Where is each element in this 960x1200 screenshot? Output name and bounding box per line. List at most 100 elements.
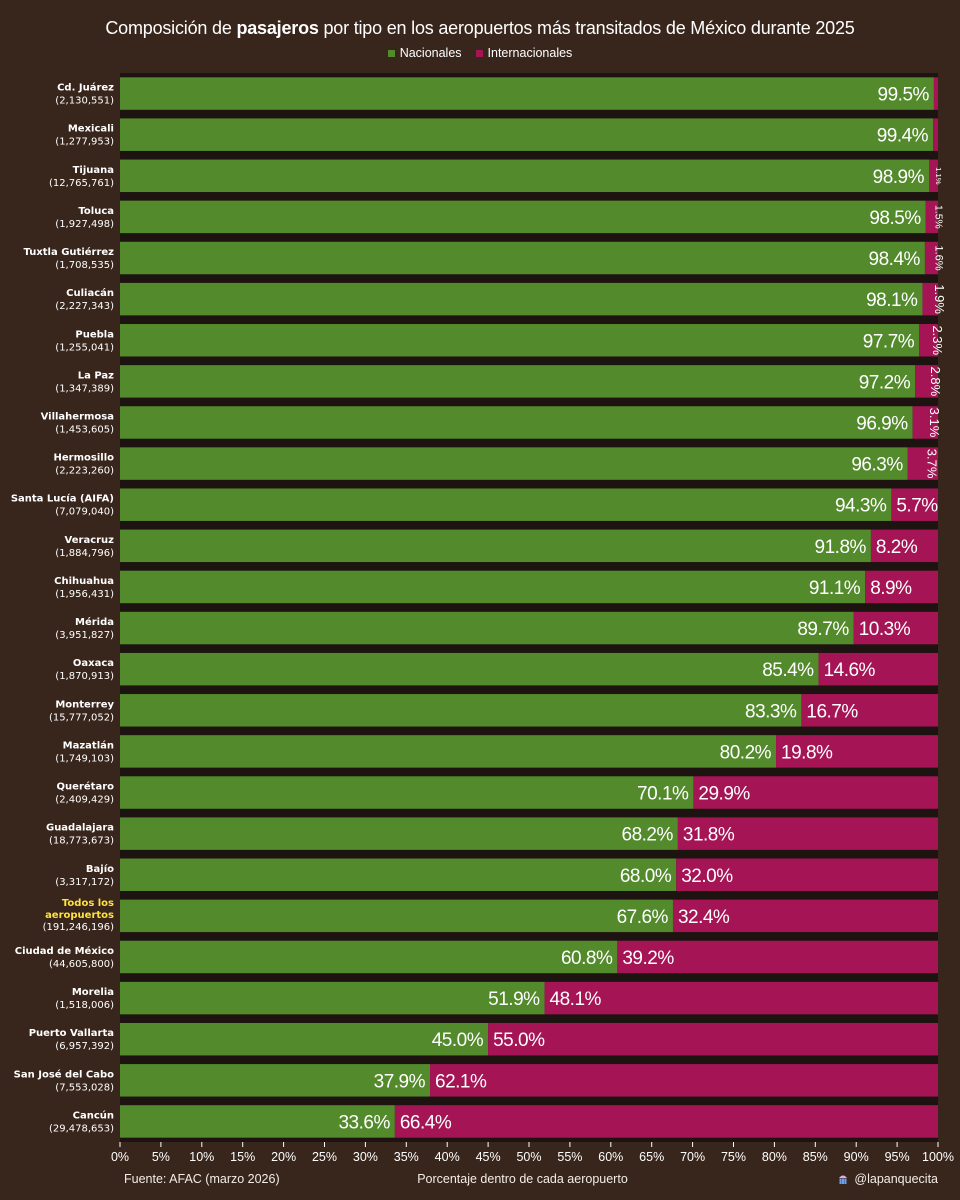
category-total: (1,870,913) [55, 671, 114, 682]
category-total: (2,409,429) [55, 795, 114, 806]
data-label-nacionales: 37.9% [374, 1071, 426, 1092]
cupcake-icon [839, 1175, 848, 1184]
data-label-internacionales: 3.7% [924, 449, 939, 479]
bar-nacionales [120, 1064, 431, 1097]
category-total: (1,347,389) [55, 383, 114, 394]
category-label: Mérida [75, 616, 114, 628]
x-tick-label: 20% [271, 1150, 296, 1164]
bar-internacionales [919, 324, 938, 357]
bar-internacionales [915, 365, 938, 398]
data-label-nacionales: 98.9% [873, 167, 925, 188]
x-axis-label: Porcentaje dentro de cada aeropuerto [417, 1172, 628, 1186]
category-label: Tuxtla Gutiérrez [23, 246, 114, 258]
legend-item-internacionales[interactable]: Internacionales [475, 46, 573, 60]
category-label: Mazatlán [63, 739, 114, 751]
author-credit[interactable]: @lapanquecita [837, 1172, 938, 1186]
category-label: Oaxaca [73, 658, 114, 669]
x-tick-label: 60% [598, 1150, 623, 1164]
bar-internacionales [933, 77, 938, 110]
title-part: Composición de [105, 18, 237, 38]
x-tick-label: 30% [353, 1150, 378, 1164]
category-total: (2,227,343) [55, 301, 114, 312]
data-label-nacionales: 60.8% [561, 948, 613, 969]
category-total: (1,956,431) [55, 589, 114, 600]
data-label-internacionales: 8.9% [870, 578, 912, 599]
bar-internacionales [672, 899, 938, 933]
chart-title: Composición de pasajeros por tipo en los… [0, 18, 960, 39]
title-part: por tipo en los aeropuertos más transita… [318, 18, 855, 38]
category-total: (1,255,041) [55, 342, 114, 353]
x-tick-label: 85% [803, 1150, 828, 1164]
data-label-internacionales: 1.6% [932, 245, 944, 270]
bar-internacionales [544, 981, 938, 1015]
author-handle: @lapanquecita [854, 1172, 938, 1186]
bar-internacionales [430, 1064, 938, 1097]
data-label-nacionales: 97.2% [859, 372, 911, 393]
legend-label-nacionales: Nacionales [399, 46, 462, 60]
category-label: Cancún [73, 1109, 114, 1121]
data-label-nacionales: 98.1% [866, 290, 918, 311]
bar-nacionales [120, 652, 819, 686]
data-label-internacionales: 48.1% [550, 989, 602, 1010]
bar-nacionales [120, 282, 923, 316]
bar-nacionales [120, 817, 678, 850]
data-label-internacionales: 16.7% [806, 701, 858, 722]
category-total: (18,773,673) [49, 836, 114, 847]
data-label-nacionales: 98.5% [869, 208, 921, 229]
bar-internacionales [870, 529, 938, 563]
category-total: (1,453,605) [55, 424, 114, 435]
bar-nacionales [120, 200, 926, 234]
x-tick-label: 55% [557, 1150, 582, 1164]
data-label-nacionales: 89.7% [797, 619, 849, 640]
data-label-nacionales: 70.1% [637, 784, 689, 805]
category-label: Santa Lucía (AIFA) [11, 493, 114, 505]
category-label: Guadalajara [46, 823, 114, 834]
bar-nacionales [120, 324, 920, 357]
data-label-internacionales: 14.6% [824, 660, 876, 681]
x-tick-label: 10% [189, 1150, 214, 1164]
category-total: (6,957,392) [55, 1041, 114, 1052]
x-tick-label: 50% [516, 1150, 541, 1164]
x-tick-label: 15% [230, 1150, 255, 1164]
legend-item-nacionales[interactable]: Nacionales [387, 46, 462, 60]
bar-nacionales [120, 899, 673, 933]
legend-label-internacionales: Internacionales [487, 46, 573, 60]
category-label: Morelia [72, 987, 114, 998]
data-label-nacionales: 94.3% [835, 496, 887, 517]
category-label: Ciudad de México [15, 945, 114, 957]
bar-internacionales [922, 282, 938, 316]
bar-nacionales [120, 77, 934, 110]
category-total: (1,518,006) [55, 1000, 114, 1011]
category-label: Querétaro [57, 781, 115, 793]
bar-internacionales [693, 776, 938, 809]
bar-nacionales [120, 858, 677, 891]
bar-nacionales [120, 1105, 395, 1138]
data-label-internacionales: 66.4% [400, 1112, 452, 1133]
source-note: Fuente: AFAC (marzo 2026) [124, 1172, 280, 1186]
category-label: Puebla [75, 329, 114, 340]
bar-internacionales [933, 118, 938, 151]
data-label-nacionales: 83.3% [745, 701, 797, 722]
x-tick-label: 40% [435, 1150, 460, 1164]
data-label-nacionales: 97.7% [863, 331, 915, 352]
x-tick-label: 35% [394, 1150, 419, 1164]
category-label: Hermosillo [54, 453, 115, 464]
bar-internacionales [801, 694, 938, 727]
bar-nacionales [120, 940, 618, 974]
bar-internacionales [929, 159, 938, 193]
bar-internacionales [776, 735, 938, 768]
bar-internacionales [912, 406, 938, 439]
category-total: (2,130,551) [55, 96, 114, 107]
x-tick-label: 100% [922, 1150, 954, 1164]
data-label-nacionales: 96.9% [856, 413, 908, 434]
x-tick-label: 5% [152, 1150, 170, 1164]
bar-nacionales [120, 447, 908, 480]
data-label-internacionales: 55.0% [493, 1030, 545, 1051]
category-total: (2,223,260) [55, 466, 114, 477]
category-total: (7,079,040) [55, 507, 114, 518]
category-label: Mexicali [68, 124, 114, 135]
legend-swatch-internacionales [475, 49, 483, 57]
bar-internacionales [891, 488, 938, 521]
data-label-internacionales: 62.1% [435, 1071, 487, 1092]
category-label: Villahermosa [41, 411, 114, 422]
